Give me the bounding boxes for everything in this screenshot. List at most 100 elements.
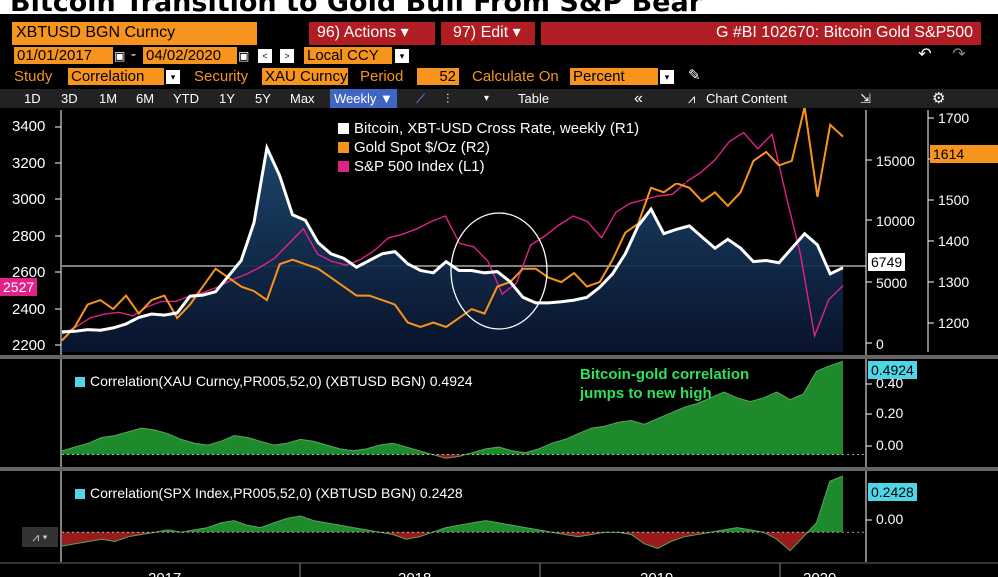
- headline-text: Bitcoin Transition to Gold Bull From S&P…: [10, 0, 702, 14]
- gold-line: [61, 108, 844, 342]
- gold-correlation-title-text: Correlation(XAU Curncy,PR005,52,0) (XBTU…: [90, 373, 473, 389]
- r1-axis-tick: 0: [876, 336, 884, 352]
- redo-glyph: ↷: [952, 46, 966, 63]
- pencil-icon[interactable]: ✎: [688, 67, 701, 84]
- gold-correlation-title: Correlation(XAU Curncy,PR005,52,0) (XBTU…: [75, 373, 473, 389]
- legend-item-gold[interactable]: Gold Spot $/Oz (R2): [338, 138, 678, 157]
- study-field[interactable]: Correlation: [68, 68, 164, 85]
- panel-divider: [0, 467, 998, 471]
- range-1y[interactable]: 1Y: [219, 91, 235, 106]
- range-5y[interactable]: 5Y: [255, 91, 271, 106]
- gold-correlation-last-value: 0.4924: [868, 361, 917, 379]
- range-ytd[interactable]: YTD: [173, 91, 199, 106]
- end-date-field[interactable]: 04/02/2020: [143, 47, 237, 64]
- currency-text: Local CCY: [307, 47, 379, 64]
- price-panel: [61, 108, 844, 352]
- legend-sp500-label: S&P 500 Index (L1): [354, 158, 485, 175]
- calendar-icon[interactable]: ▣: [238, 49, 250, 63]
- r2-axis-tick: 1300: [938, 274, 970, 290]
- r2-axis-tick: 1400: [938, 233, 970, 249]
- chevron-down-icon[interactable]: ▾: [484, 93, 490, 104]
- start-date-field[interactable]: 01/01/2017: [14, 47, 113, 64]
- chart-area: [0, 108, 998, 577]
- legend-bitcoin-label: Bitcoin, XBT-USD Cross Rate, weekly (R1): [354, 120, 640, 137]
- legend-item-sp500[interactable]: S&P 500 Index (L1): [338, 157, 678, 176]
- corr1-axis-tick: 0.20: [876, 405, 904, 421]
- gold-last-value: 1614: [930, 145, 998, 163]
- frequency-select[interactable]: Weekly ▼: [330, 89, 397, 108]
- currency-select[interactable]: Local CCY: [304, 47, 392, 64]
- study-label: Study: [14, 68, 53, 85]
- legend-item-bitcoin[interactable]: Bitcoin, XBT-USD Cross Rate, weekly (R1): [338, 119, 678, 138]
- spx-correlation-last-value: 0.2428: [868, 483, 917, 501]
- next-arrow-icon[interactable]: >: [280, 49, 294, 63]
- actions-menu-button[interactable]: 96) Actions ▾: [309, 22, 435, 45]
- start-date-text: 01/01/2017: [17, 47, 93, 64]
- table-button[interactable]: Table: [518, 91, 550, 106]
- gold-swatch: [338, 142, 349, 153]
- panel-divider: [0, 355, 998, 359]
- cyan-swatch: [75, 377, 85, 387]
- line-chart-icon[interactable]: ⟋: [416, 91, 426, 106]
- spx-correlation-title: Correlation(SPX Index,PR005,52,0) (XBTUS…: [75, 485, 463, 501]
- chevron-down-icon[interactable]: ▾: [166, 70, 180, 84]
- chart-type-icon[interactable]: ⩘ ▾: [22, 527, 58, 547]
- gold-correlation-positive-area: [62, 361, 843, 455]
- period-label: Period: [360, 68, 404, 85]
- article-headline: Bitcoin Transition to Gold Bull From S&P…: [0, 0, 998, 14]
- range-6m[interactable]: 6M: [136, 91, 155, 106]
- collapse-icon[interactable]: «: [634, 90, 643, 107]
- gold-correlation-negative-area: [432, 454, 466, 459]
- r2-axis-tick: 1500: [938, 192, 970, 208]
- gold-correlation-line: [61, 360, 844, 459]
- range-toolbar: 1D 3D 1M 6M YTD 1Y 5Y Max Weekly ▼ ⟋ ⫶ ▾…: [0, 89, 998, 108]
- left-axis-tick: 3000: [12, 191, 46, 208]
- edit-label: 97) Edit ▾: [453, 24, 521, 41]
- range-max[interactable]: Max: [290, 91, 315, 106]
- chevron-down-icon[interactable]: ▾: [660, 70, 674, 84]
- calculate-on-text: Percent: [573, 68, 625, 85]
- spx-correlation-positive-area: [154, 476, 843, 533]
- corr1-axis-tick: 0.40: [876, 375, 904, 391]
- bitcoin-last-value: 6749: [868, 253, 906, 271]
- range-1m[interactable]: 1M: [99, 91, 118, 106]
- corr2-axis-tick: 0.00: [876, 511, 904, 527]
- redo-icon[interactable]: ↷: [944, 46, 974, 66]
- spx-correlation-panel: [61, 475, 866, 552]
- undo-icon[interactable]: ↶: [910, 46, 940, 66]
- edit-menu-button[interactable]: 97) Edit ▾: [441, 22, 535, 45]
- x-axis-tick: 2019: [640, 570, 673, 577]
- chevron-down-icon[interactable]: ▾: [395, 49, 409, 63]
- chart-content-button[interactable]: Chart Content: [706, 91, 787, 106]
- bitcoin-line: [61, 142, 844, 334]
- chart-content-icon[interactable]: ⩘: [688, 91, 696, 106]
- security-field[interactable]: XAU Curncy: [262, 68, 348, 85]
- sp500-last-value: 2527: [0, 278, 38, 296]
- annotation-line-2: jumps to new high: [580, 385, 712, 402]
- spx-correlation-line: [61, 475, 844, 552]
- gear-icon[interactable]: ⚙: [932, 90, 946, 107]
- left-axis-tick: 2800: [12, 228, 46, 245]
- range-1d[interactable]: 1D: [24, 91, 41, 106]
- gold-correlation-panel: [61, 360, 866, 459]
- left-axis-tick: 3200: [12, 155, 46, 172]
- annotation-line-1: Bitcoin-gold correlation: [580, 366, 750, 383]
- legend-gold-label: Gold Spot $/Oz (R2): [354, 139, 490, 156]
- ticker-field[interactable]: XBTUSD BGN Curncy: [12, 22, 257, 45]
- edit-chart-icon[interactable]: ⇲: [860, 91, 871, 106]
- bitcoin-area: [62, 147, 843, 352]
- study-bar: Study Correlation ▾ Security XAU Curncy …: [0, 67, 998, 87]
- calculate-on-field[interactable]: Percent: [570, 68, 658, 85]
- range-3d[interactable]: 3D: [61, 91, 78, 106]
- calendar-icon[interactable]: ▣: [114, 49, 126, 63]
- correlation-annotation: Bitcoin-gold correlation jumps to new hi…: [580, 365, 749, 403]
- period-text: 52: [439, 68, 456, 85]
- chart-title: G #BI 102670: Bitcoin Gold S&P500: [715, 24, 973, 41]
- bar-type-icon[interactable]: ⫶: [446, 91, 450, 106]
- actions-label: 96) Actions ▾: [317, 24, 409, 41]
- period-field[interactable]: 52: [417, 68, 459, 85]
- r1-axis-tick: 10000: [876, 213, 915, 229]
- sp500-swatch: [338, 161, 349, 172]
- prev-arrow-icon[interactable]: <: [258, 49, 272, 63]
